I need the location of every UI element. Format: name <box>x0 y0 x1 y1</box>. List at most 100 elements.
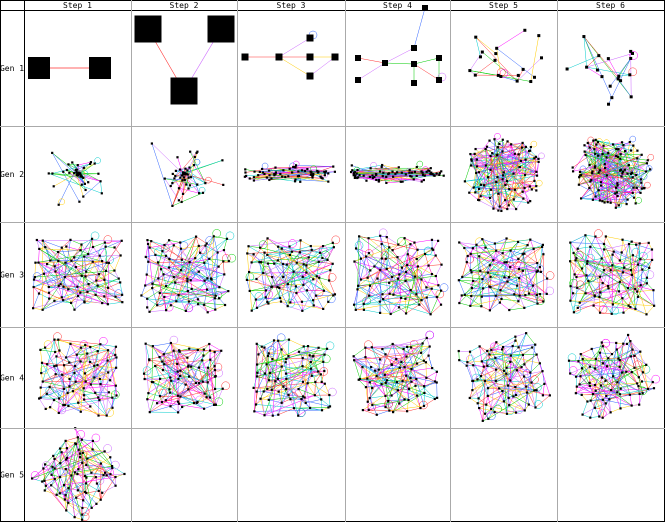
graph-node <box>604 235 607 238</box>
graph-edge <box>368 235 381 239</box>
graph-edge <box>401 267 411 291</box>
graph-node <box>501 252 504 255</box>
graph-node <box>629 305 632 309</box>
graph-node <box>576 286 579 289</box>
graph-edge <box>613 251 650 269</box>
graph-node <box>300 397 303 401</box>
graph-node <box>77 401 80 404</box>
graph-edges <box>353 228 449 315</box>
graph-edge <box>299 252 317 296</box>
graph-node <box>306 34 314 42</box>
graph-edge <box>63 270 115 301</box>
graph-node <box>176 370 179 373</box>
graph-edge <box>648 259 653 268</box>
graph-edge <box>516 57 542 82</box>
graph-edge <box>58 372 109 399</box>
graph-node <box>210 278 213 281</box>
graph-edge <box>570 235 586 243</box>
graph-edge <box>256 343 291 400</box>
graph-node <box>176 156 179 159</box>
graph-edge <box>164 343 210 365</box>
graph-node <box>529 145 532 149</box>
graph-edge <box>374 266 422 301</box>
self-loop-edge <box>322 354 331 364</box>
graph-edge <box>495 373 507 382</box>
graph-node <box>291 171 294 174</box>
graph-edge <box>372 404 386 408</box>
graph-node <box>169 184 172 188</box>
graph-edge <box>376 343 423 377</box>
graph-node <box>40 371 43 375</box>
graph-edge <box>203 289 208 305</box>
self-loop-edge <box>514 405 524 414</box>
graph-node <box>366 276 369 279</box>
self-loop-edge <box>622 167 629 174</box>
graph-edge <box>145 256 216 299</box>
graph-node <box>284 361 287 364</box>
graph-edge <box>407 254 417 260</box>
graph-edge <box>499 388 537 391</box>
graph-edge <box>511 144 539 160</box>
graph-edge <box>329 395 331 407</box>
graph-node <box>540 245 544 249</box>
graph-node <box>54 270 57 273</box>
graph-edge <box>267 254 331 271</box>
graph-node <box>495 154 498 157</box>
graph-cell-gen1-step4 <box>355 5 447 86</box>
graph-node <box>593 165 597 168</box>
graph-node <box>206 311 209 314</box>
graph-node <box>404 279 407 283</box>
graph-edge <box>214 376 216 389</box>
graph-node <box>470 158 473 161</box>
graph-edge <box>487 354 537 389</box>
graph-node <box>121 301 124 304</box>
graph-node <box>629 95 633 99</box>
graph-edge <box>209 258 229 262</box>
graph-edge <box>416 249 418 260</box>
graph-node <box>164 254 168 257</box>
graph-node <box>320 409 324 412</box>
graph-edge <box>256 343 265 348</box>
graph-edge <box>213 236 228 240</box>
graph-node <box>309 367 313 370</box>
graph-edge <box>171 376 190 381</box>
graph-edge <box>573 287 578 313</box>
graph-node <box>576 306 579 309</box>
graph-node <box>398 366 401 369</box>
graph-edge <box>519 277 544 302</box>
column-header-3: Step 3 <box>277 1 306 10</box>
graph-edge <box>204 262 208 279</box>
graph-node <box>207 15 235 43</box>
graph-node <box>640 181 643 184</box>
graph-edge <box>145 343 216 377</box>
graph-node <box>481 238 484 241</box>
graph-node <box>584 153 587 157</box>
graph-node <box>505 412 509 415</box>
graph-cell-gen4-step1 <box>38 332 120 417</box>
graph-edge <box>253 175 270 178</box>
graph-node <box>620 175 623 178</box>
graph-edge <box>413 63 440 81</box>
graph-edge <box>42 373 56 382</box>
graph-edge <box>257 355 269 373</box>
graph-edge <box>416 279 422 295</box>
graph-node <box>277 339 280 342</box>
graph-edge <box>249 290 266 292</box>
graph-node <box>600 75 604 79</box>
graph-edge <box>385 382 392 396</box>
graph-node <box>144 342 147 345</box>
graph-node <box>154 364 157 368</box>
graph-node <box>404 297 407 300</box>
graph-edge <box>480 196 491 199</box>
graph-node <box>94 391 97 394</box>
graph-edge <box>268 245 324 304</box>
self-loop-edge <box>465 254 475 264</box>
graph-edge <box>591 345 603 350</box>
graph-node <box>56 250 60 254</box>
graph-node <box>475 243 478 246</box>
graph-node <box>479 375 483 378</box>
graph-edge <box>405 375 421 409</box>
graph-node <box>68 377 71 381</box>
graph-edge <box>266 364 319 372</box>
graph-nodes <box>571 138 652 209</box>
